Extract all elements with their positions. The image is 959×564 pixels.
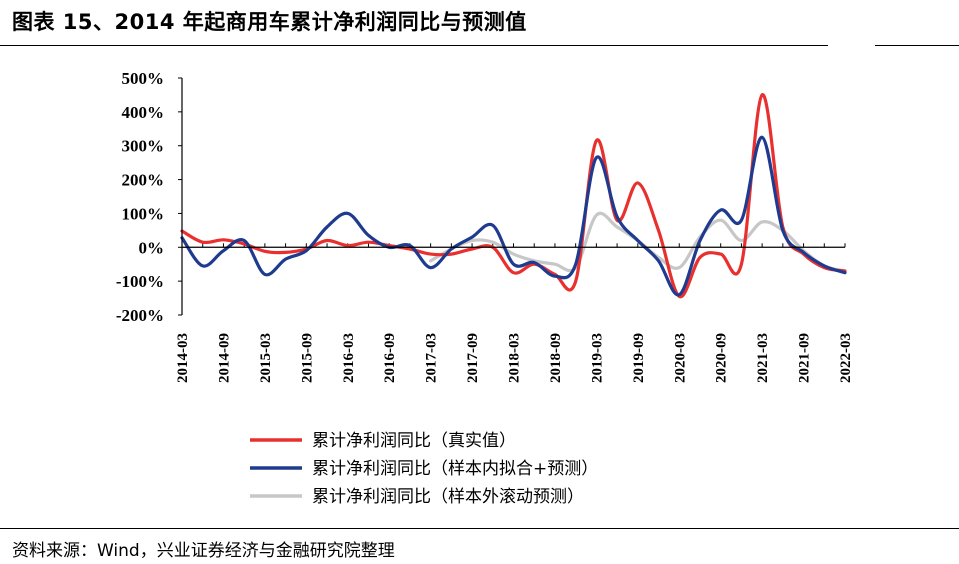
top-rule-left [0, 45, 828, 46]
legend: 累计净利润同比（真实值） 累计净利润同比（样本内拟合+预测） 累计净利润同比（样本外… [250, 431, 598, 507]
y-tick-label: 300% [122, 137, 165, 156]
y-axis-ticks: 500% 400% 300% 200% 100% 0% -100% -200% [116, 69, 182, 325]
top-rule-right [875, 45, 959, 46]
y-tick-label: -100% [116, 272, 164, 291]
x-tick-label: 2016-03 [341, 333, 357, 383]
x-tick-label: 2015-09 [299, 333, 315, 383]
y-tick-label: 400% [122, 103, 165, 122]
y-tick-label: 0% [139, 238, 165, 257]
figure-title: 图表 15、2014 年起商用车累计净利润同比与预测值 [12, 10, 527, 34]
x-tick-label: 2018-03 [507, 333, 523, 383]
y-tick-label: 200% [122, 171, 165, 190]
legend-label: 累计净利润同比（真实值） [312, 431, 516, 451]
x-tick-label: 2019-09 [631, 333, 647, 383]
x-tick-label: 2019-03 [589, 333, 605, 383]
x-tick-label: 2022-03 [838, 333, 854, 383]
x-tick-label: 2014-03 [175, 333, 191, 383]
y-tick-label: 500% [122, 69, 165, 88]
x-tick-label: 2015-03 [258, 333, 274, 383]
source-note: 资料来源：Wind，兴业证券经济与金融研究院整理 [12, 541, 395, 561]
legend-label: 累计净利润同比（样本内拟合+预测） [312, 459, 598, 479]
legend-label: 累计净利润同比（样本外滚动预测） [312, 487, 584, 507]
x-tick-label: 2014-09 [216, 333, 232, 383]
x-tick-label: 2020-09 [714, 333, 730, 383]
y-tick-label: -200% [116, 306, 164, 325]
x-tick-label: 2021-03 [755, 333, 771, 383]
x-tick-label: 2017-03 [424, 333, 440, 383]
x-tick-label: 2020-03 [672, 333, 688, 383]
x-tick-label: 2018-09 [548, 333, 564, 383]
x-tick-label: 2017-09 [465, 333, 481, 383]
x-axis-ticks: 2014-03 2014-09 2015-03 2015-09 2016-03 2016-… [175, 243, 854, 383]
series-layer [180, 93, 847, 299]
x-tick-label: 2016-09 [382, 333, 398, 383]
x-tick-label: 2021-09 [797, 333, 813, 383]
series-line-0 [180, 93, 847, 299]
bottom-rule [0, 528, 959, 529]
series-line-1 [180, 135, 847, 297]
y-tick-label: 100% [122, 204, 165, 223]
axes [181, 78, 845, 315]
